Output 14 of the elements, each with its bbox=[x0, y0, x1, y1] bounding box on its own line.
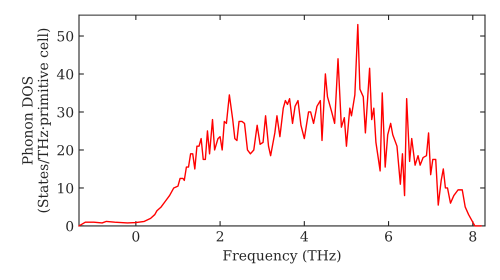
y-tick-label: 40 bbox=[56, 68, 74, 80]
y-tick-label: 20 bbox=[57, 144, 74, 156]
y-tick-label: 50 bbox=[58, 30, 74, 42]
y-tick-label: 0 bbox=[66, 220, 74, 232]
x-tick-label: 2 bbox=[216, 231, 224, 242]
x-tick-label: 6 bbox=[385, 231, 392, 242]
line-series bbox=[78, 24, 482, 227]
y-tick-label: 30 bbox=[58, 106, 74, 118]
x-tick-label: 4 bbox=[300, 231, 308, 242]
x-tick-label: 0 bbox=[132, 231, 140, 242]
x-tick-label: 8 bbox=[469, 231, 476, 242]
y-axis-title: Phonon DOS (States/THz·primitive cell) bbox=[22, 28, 51, 212]
x-axis-title: Frequency (THz) bbox=[223, 250, 340, 264]
y-tick-label: 10 bbox=[58, 182, 74, 194]
